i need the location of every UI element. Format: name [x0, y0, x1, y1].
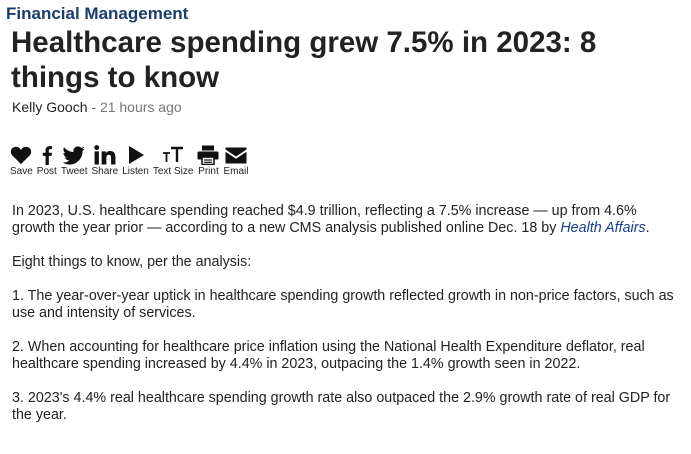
twitter-icon	[63, 145, 85, 165]
category-link[interactable]: Financial Management	[6, 4, 189, 23]
print-label: Print	[198, 166, 219, 177]
facebook-icon	[40, 145, 54, 165]
point-paragraph-1: 1. The year-over-year uptick in healthca…	[12, 288, 674, 321]
byline: Kelly Gooch - 21 hours ago	[12, 99, 182, 115]
tweet-button[interactable]: Tweet	[61, 145, 88, 177]
save-label: Save	[10, 166, 33, 177]
byline-separator: -	[87, 99, 100, 115]
heart-icon	[10, 145, 32, 165]
article-headline: Healthcare spending grew 7.5% in 2023: 8…	[11, 26, 597, 94]
print-button[interactable]: Print	[197, 145, 219, 177]
post-label: Post	[36, 166, 57, 177]
listen-button[interactable]: Listen	[122, 145, 149, 177]
intro-paragraph: In 2023, U.S. healthcare spending reache…	[12, 203, 682, 237]
text-size-icon	[162, 145, 184, 165]
point-paragraph-3: 3. 2023's 4.4% real healthcare spending …	[12, 390, 671, 423]
email-label: Email	[223, 166, 249, 177]
play-icon	[127, 145, 145, 165]
email-icon	[225, 145, 247, 165]
linkedin-icon	[94, 145, 116, 165]
publish-time: 21 hours ago	[99, 99, 182, 115]
text-size-label: Text Size	[152, 166, 194, 177]
tweet-label: Tweet	[60, 166, 88, 177]
email-button[interactable]: Email	[223, 145, 248, 177]
print-icon	[197, 145, 219, 165]
lead-paragraph: Eight things to know, per the analysis:	[12, 254, 252, 270]
listen-label: Listen	[122, 166, 149, 177]
article-body: In 2023, U.S. healthcare spending reache…	[12, 203, 682, 441]
facebook-post-button[interactable]: Post	[37, 145, 57, 177]
share-label: Share	[91, 166, 119, 177]
health-affairs-link[interactable]: Health Affairs	[560, 220, 646, 236]
intro-text: In 2023, U.S. healthcare spending reache…	[12, 203, 637, 236]
save-button[interactable]: Save	[10, 145, 33, 177]
point-paragraph-2: 2. When accounting for healthcare price …	[12, 339, 645, 372]
linkedin-share-button[interactable]: Share	[91, 145, 119, 177]
text-size-button[interactable]: Text Size	[152, 145, 194, 177]
share-toolbar: Save Post Tweet Share Listen Text Size	[10, 145, 252, 177]
author-name[interactable]: Kelly Gooch	[12, 99, 88, 115]
intro-end: .	[645, 220, 650, 236]
